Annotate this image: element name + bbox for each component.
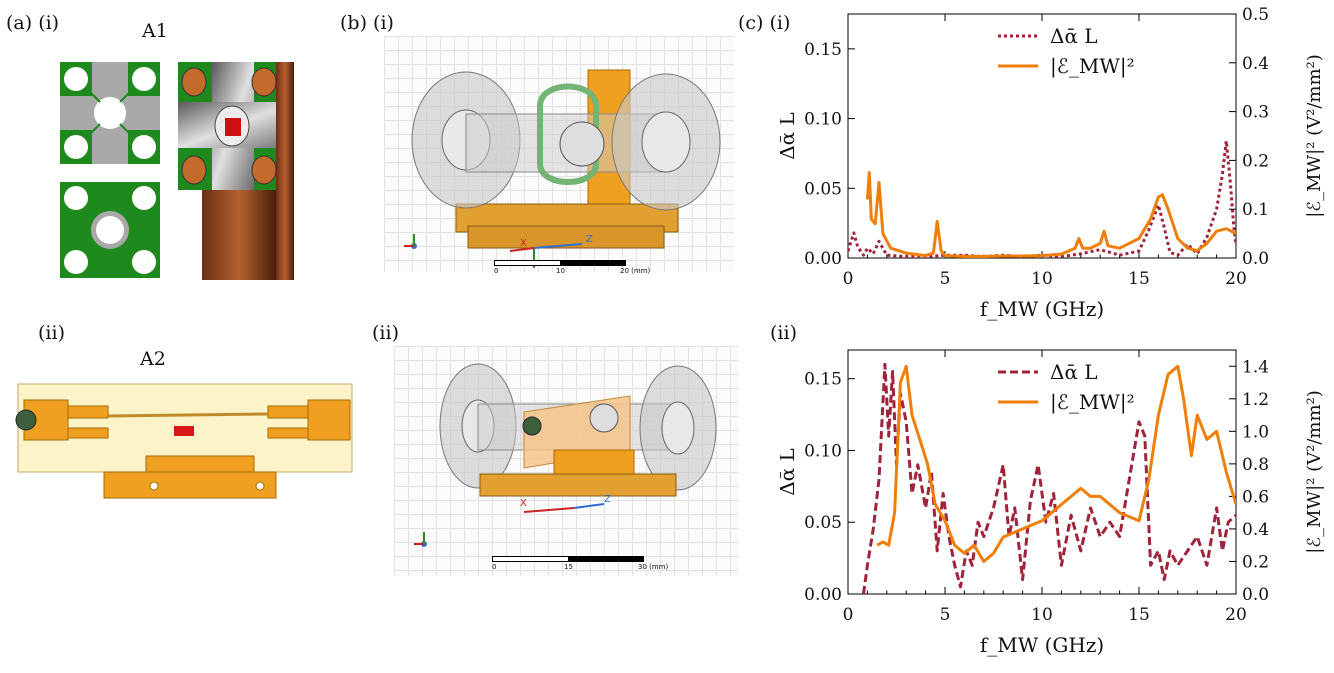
series-delta-alpha-line: [862, 362, 1236, 594]
scale-tick-30: 30 (mm): [638, 563, 669, 571]
x-axis-label: f_MW (GHz): [980, 297, 1104, 321]
y-axis-label: Δᾱ L: [780, 448, 799, 496]
legend-label-delta-alpha: Δᾱ L: [1050, 24, 1098, 48]
label-c-i: (c) (i): [738, 12, 791, 34]
pcb-a1-back-image: [60, 182, 160, 278]
y-tick-label: 0.10: [804, 110, 842, 130]
label-a1: A1: [142, 20, 168, 42]
label-b-ii: (ii): [372, 322, 399, 344]
plot-frame: [847, 349, 1237, 595]
x-tick-label: 20: [1225, 269, 1247, 289]
axis-x-label-ii: X: [520, 498, 527, 509]
pcb-a1-front-image: [60, 62, 160, 164]
label-a-ii: (ii): [38, 322, 65, 344]
scale-bar: [494, 260, 626, 266]
y2-tick-label: 0.0: [1242, 585, 1269, 605]
y2-tick-label: 0.2: [1242, 151, 1269, 171]
y2-tick-label: 1.0: [1242, 422, 1269, 442]
scale-tick-10: 10: [556, 267, 565, 275]
axis-z-label: Z: [586, 234, 593, 245]
chart-c-i: 0 5 10 15 20 0.00 0.05 0.10 0.15 0.0 0.1 0.2 0.3 0.4 0…: [780, 5, 1325, 321]
cad-render-ii: X Z 0 15 30 (mm): [394, 346, 738, 576]
y2-tick-label: 0.6: [1242, 487, 1269, 507]
y-tick-label: 0.00: [804, 585, 842, 605]
cad-render-i: X Z 0 10 20 (mm): [384, 36, 734, 275]
y-tick-label: 0.15: [804, 40, 842, 60]
x-tick-label: 5: [940, 269, 951, 289]
y2-tick-label: 0.1: [1242, 200, 1269, 220]
x-tick-label: 15: [1128, 269, 1150, 289]
y-tick-label: 0.05: [804, 513, 842, 533]
y-tick-label: 0.15: [804, 370, 842, 390]
x-tick-label: 5: [940, 605, 951, 625]
y2-tick-label: 0.5: [1242, 5, 1269, 25]
y2-tick-label: 0.3: [1242, 103, 1269, 123]
holder-a2-image: [15, 383, 353, 499]
y-axis-label: Δᾱ L: [780, 112, 799, 160]
scale-bar-ii: [492, 556, 644, 562]
y2-tick-label: 0.0: [1242, 249, 1269, 269]
x-tick-label: 10: [1031, 269, 1053, 289]
axis-x-label: X: [520, 238, 527, 249]
y2-tick-label: 0.4: [1242, 54, 1269, 74]
label-a-i: (a) (i): [6, 12, 60, 34]
label-a2: A2: [140, 348, 166, 370]
scale-tick-0-ii: 0: [492, 563, 497, 571]
y2-axis-label: |ℰ_MW|² (V²/mm²): [1304, 390, 1325, 554]
legend-label-e-field: |ℰ_MW|²: [1050, 54, 1135, 79]
y2-axis-label: |ℰ_MW|² (V²/mm²): [1304, 54, 1325, 218]
series-delta-alpha-line: [848, 139, 1236, 258]
series-e-field-line: [865, 171, 1236, 258]
plot-frame: [847, 13, 1237, 259]
x-tick-label: 0: [843, 269, 854, 289]
label-b-i: (b) (i): [340, 12, 394, 34]
scale-tick-0: 0: [494, 267, 499, 275]
y2-tick-label: 0.2: [1242, 552, 1269, 572]
x-tick-label: 20: [1225, 605, 1247, 625]
legend-label-delta-alpha: Δᾱ L: [1050, 360, 1098, 384]
y2-tick-label: 1.4: [1242, 357, 1269, 377]
scale-tick-15: 15: [564, 563, 573, 571]
scale-tick-20: 20 (mm): [620, 267, 651, 275]
x-tick-label: 15: [1128, 605, 1150, 625]
x-tick-label: 0: [843, 605, 854, 625]
series-e-field-line: [876, 364, 1236, 563]
y2-tick-label: 1.2: [1242, 390, 1269, 410]
x-axis-label: f_MW (GHz): [980, 633, 1104, 657]
y2-tick-label: 0.4: [1242, 520, 1269, 540]
legend-label-e-field: |ℰ_MW|²: [1050, 390, 1135, 415]
y-tick-label: 0.00: [804, 249, 842, 269]
axis-z-label-ii: Z: [604, 494, 611, 505]
label-c-ii: (ii): [770, 322, 797, 344]
pcb-a1-perspective-image: [178, 62, 294, 280]
y2-tick-label: 0.8: [1242, 455, 1269, 475]
chart-c-ii: 0 5 10 15 20 0.00 0.05 0.10 0.15 0.0 0.2 0.4 0.6 0.8 1…: [780, 349, 1325, 657]
y-tick-label: 0.10: [804, 441, 842, 461]
x-tick-label: 10: [1031, 605, 1053, 625]
y-tick-label: 0.05: [804, 179, 842, 199]
